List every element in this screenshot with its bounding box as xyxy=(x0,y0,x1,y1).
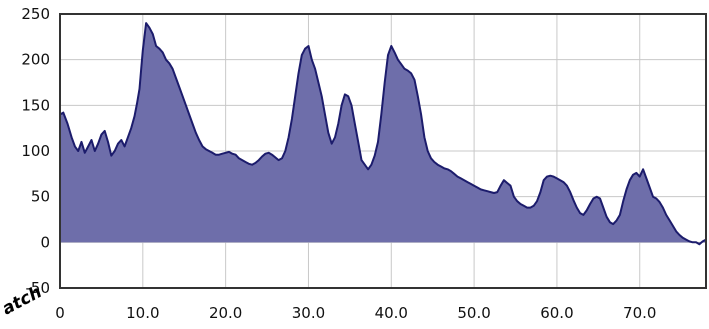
y-axis-tick-labels: 250 200 150 100 50 0 -50 xyxy=(21,5,50,297)
y-tick-label: -50 xyxy=(26,279,51,297)
x-tick-label: 60.0 xyxy=(540,304,573,322)
x-tick-label: 0 xyxy=(55,304,65,322)
x-tick-label: 40.0 xyxy=(375,304,408,322)
y-tick-label: 100 xyxy=(21,142,50,160)
x-tick-label: 50.0 xyxy=(457,304,490,322)
corner-text: atch xyxy=(0,282,45,319)
y-tick-label: 50 xyxy=(31,188,50,206)
y-tick-label: 200 xyxy=(21,51,50,69)
x-tick-label: 30.0 xyxy=(292,304,325,322)
series-line xyxy=(59,22,707,246)
y-tick-label: 0 xyxy=(40,233,50,251)
x-tick-label: 20.0 xyxy=(209,304,242,322)
plot-frame xyxy=(59,13,707,289)
series-area-fill xyxy=(60,23,706,245)
y-tick-label: 250 xyxy=(21,5,50,23)
x-axis-tick-labels: 0 10.0 20.0 30.0 40.0 50.0 60.0 70.0 xyxy=(55,304,656,322)
x-tick-label: 10.0 xyxy=(126,304,159,322)
x-tick-label: 70.0 xyxy=(623,304,656,322)
y-tick-label: 150 xyxy=(21,96,50,114)
